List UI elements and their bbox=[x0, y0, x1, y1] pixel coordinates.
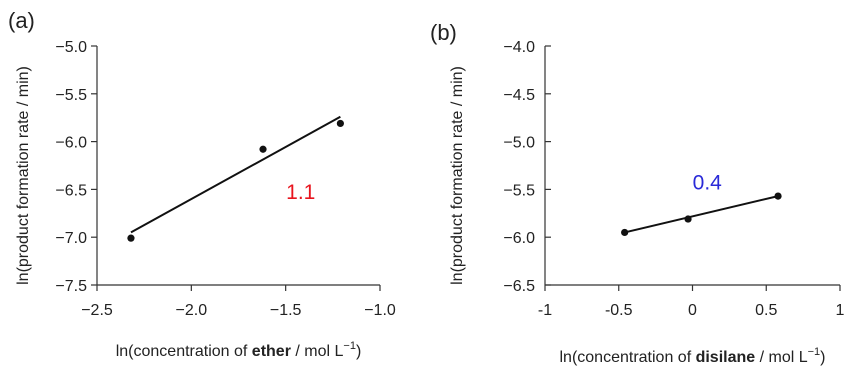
x-tick-label-a-2: −1.5 bbox=[270, 302, 302, 319]
y-tick-label-b-0: −4.0 bbox=[503, 39, 535, 56]
x-tick-label-b-4: 1 bbox=[836, 302, 845, 319]
x-tick-label-a-1: −2.0 bbox=[176, 302, 208, 319]
slope-annotation-b: 0.4 bbox=[693, 171, 723, 194]
x-tick-label-a-3: −1.0 bbox=[364, 302, 396, 319]
data-point-b-1 bbox=[684, 215, 692, 223]
y-axis-label-b: ln(product formation rate / min) bbox=[449, 66, 466, 285]
panel-label-b: (b) bbox=[430, 20, 457, 45]
fit-line-a bbox=[130, 115, 341, 234]
x-tick-label-b-3: 0.5 bbox=[755, 302, 777, 319]
y-tick-label-b-1: −4.5 bbox=[503, 87, 535, 104]
x-tick-label-a-0: −2.5 bbox=[81, 302, 113, 319]
chart-panel-b: (b) −4.0 −4.5 −5.0 −5.5 −6.0 −6.5-1 -0.5 0 0.5 1 ln… bbox=[430, 20, 845, 366]
y-tick-label-a-1: −5.5 bbox=[55, 87, 87, 104]
chart-panel-a: (a) −5.0 −5.5 −6.0 −6.5 −7.0 −7.5 −2.5 −2.0 −1.5 −… bbox=[8, 8, 396, 360]
x-tick-label-b-0: -1 bbox=[538, 302, 552, 319]
y-tick-label-b-4: −6.0 bbox=[503, 230, 535, 247]
y-tick-label-a-2: −6.0 bbox=[55, 135, 87, 152]
data-point-a-1 bbox=[259, 145, 267, 153]
y-tick-label-b-5: −6.5 bbox=[503, 278, 535, 295]
y-tick-label-a-4: −7.0 bbox=[55, 230, 87, 247]
data-point-a-2 bbox=[336, 119, 344, 128]
y-tick-label-b-2: −5.0 bbox=[503, 135, 535, 152]
x-axis-label-b: ln(concentration of disilane / mol L−1) bbox=[560, 346, 826, 366]
data-point-a-0 bbox=[127, 234, 135, 242]
fit-line-b bbox=[624, 195, 779, 234]
y-tick-label-a-3: −6.5 bbox=[55, 182, 87, 199]
data-point-b-0 bbox=[621, 228, 629, 237]
x-axis-label-a: ln(concentration of ether / mol L−1) bbox=[116, 340, 362, 360]
slope-annotation-a: 1.1 bbox=[286, 181, 315, 204]
x-tick-label-b-2: 0 bbox=[688, 302, 697, 319]
panel-label-a: (a) bbox=[8, 8, 35, 33]
y-tick-label-b-3: −5.5 bbox=[503, 182, 535, 199]
y-axis-label-a: ln(product formation rate / min) bbox=[15, 66, 32, 285]
y-tick-label-a-5: −7.5 bbox=[55, 278, 87, 295]
data-point-b-2 bbox=[774, 192, 782, 200]
x-tick-label-b-1: -0.5 bbox=[605, 302, 633, 319]
y-tick-label-a-0: −5.0 bbox=[55, 39, 87, 56]
